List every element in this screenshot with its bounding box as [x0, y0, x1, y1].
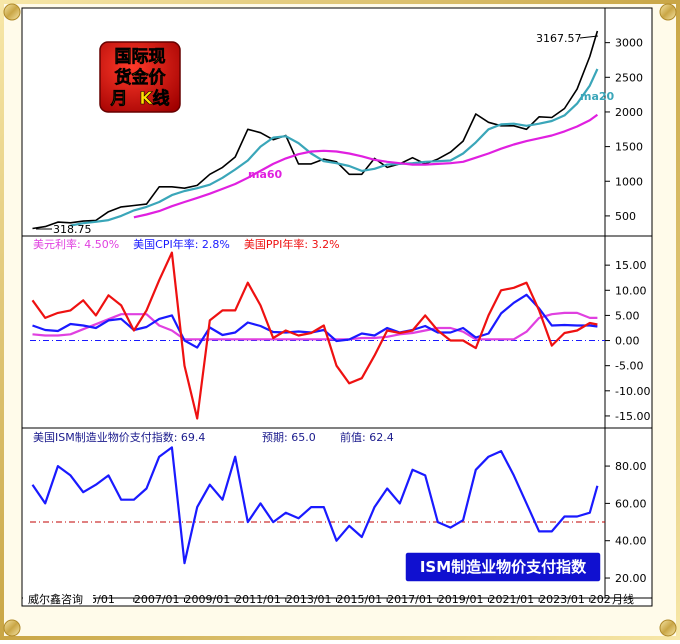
x-tick-label: 2019/01 — [438, 593, 484, 606]
y-tick-label: -15.00 — [615, 410, 650, 423]
y-tick-label: 60.00 — [615, 497, 647, 510]
series-line — [31, 251, 598, 420]
x-tick-label: 2017/01 — [387, 593, 433, 606]
series-line — [31, 446, 599, 565]
x-axis: 05/01 2007/01 2009/01 2011/01 2013/01 2015/01… — [82, 593, 611, 606]
max-arrow — [579, 35, 599, 39]
panel-title: 美国ISM制造业物价支付指数: 69.4 — [33, 430, 205, 444]
y-tick-label: 1500 — [615, 141, 643, 154]
legend-entry: 美国CPI年率: 2.8% — [133, 237, 230, 251]
legend-entry: 美元利率: 4.50% — [33, 237, 119, 251]
y-tick-label: 3000 — [615, 37, 643, 50]
y-tick-label: -10.00 — [615, 385, 650, 398]
panel-annotation: 前值: 62.4 — [340, 430, 394, 444]
series-line — [133, 113, 599, 219]
title-line: 月 K线 — [109, 88, 169, 109]
y-tick-label: 5.00 — [615, 309, 640, 322]
series-line — [32, 311, 598, 341]
y-tick-label: 15.00 — [615, 259, 647, 272]
source: 威尔鑫咨询 — [28, 592, 83, 606]
series-line — [70, 68, 599, 227]
max-annotation: 3167.57 — [536, 32, 582, 45]
x-tick-label: 2011/01 — [235, 593, 281, 606]
x-tick-label: 2023/01 — [539, 593, 585, 606]
title-box: 国际现 货金价 月 K线 — [99, 41, 181, 113]
legend-entry: 美国PPI年率: 3.2% — [244, 237, 340, 251]
series-label: ma20 — [580, 90, 615, 103]
title-line: 国际现 — [115, 47, 166, 67]
y-tick-label: 500 — [615, 210, 636, 223]
x-tick-label: 202 — [590, 593, 611, 606]
y-tick-label: 40.00 — [615, 535, 647, 548]
series-label: ma60 — [248, 168, 283, 181]
y-tick-label: 20.00 — [615, 572, 647, 585]
period: 月线 — [612, 592, 634, 606]
y-tick-label: 80.00 — [615, 460, 647, 473]
y-tick-label: 0.00 — [615, 335, 640, 348]
y-tick-label: 2000 — [615, 106, 643, 119]
series-line — [32, 30, 599, 230]
corner-ornaments — [3, 3, 677, 637]
x-tick-label: 2013/01 — [286, 593, 332, 606]
x-tick-label: 2009/01 — [185, 593, 231, 606]
x-tick-label: 2007/01 — [134, 593, 180, 606]
box-label: ISM制造业物价支付指数 — [420, 558, 587, 576]
y-tick-label: 2500 — [615, 71, 643, 84]
x-tick-label: 2015/01 — [336, 593, 382, 606]
panel-annotation: 预期: 65.0 — [262, 431, 316, 444]
x-tick-label: 2021/01 — [488, 593, 534, 606]
min-annotation: 318.75 — [53, 223, 92, 236]
series-line — [32, 293, 598, 349]
ism-box: ISM制造业物价支付指数 — [404, 551, 602, 583]
y-tick-label: -5.00 — [615, 360, 643, 373]
title-line: 货金价 — [115, 67, 167, 88]
source-bg — [23, 591, 93, 605]
y-tick-label: 10.00 — [615, 284, 647, 297]
plots: 500 1000 1500 2000 2500 3000 -15.00 -10.00 -5.00… — [30, 30, 650, 585]
y-tick-label: 1000 — [615, 175, 643, 188]
